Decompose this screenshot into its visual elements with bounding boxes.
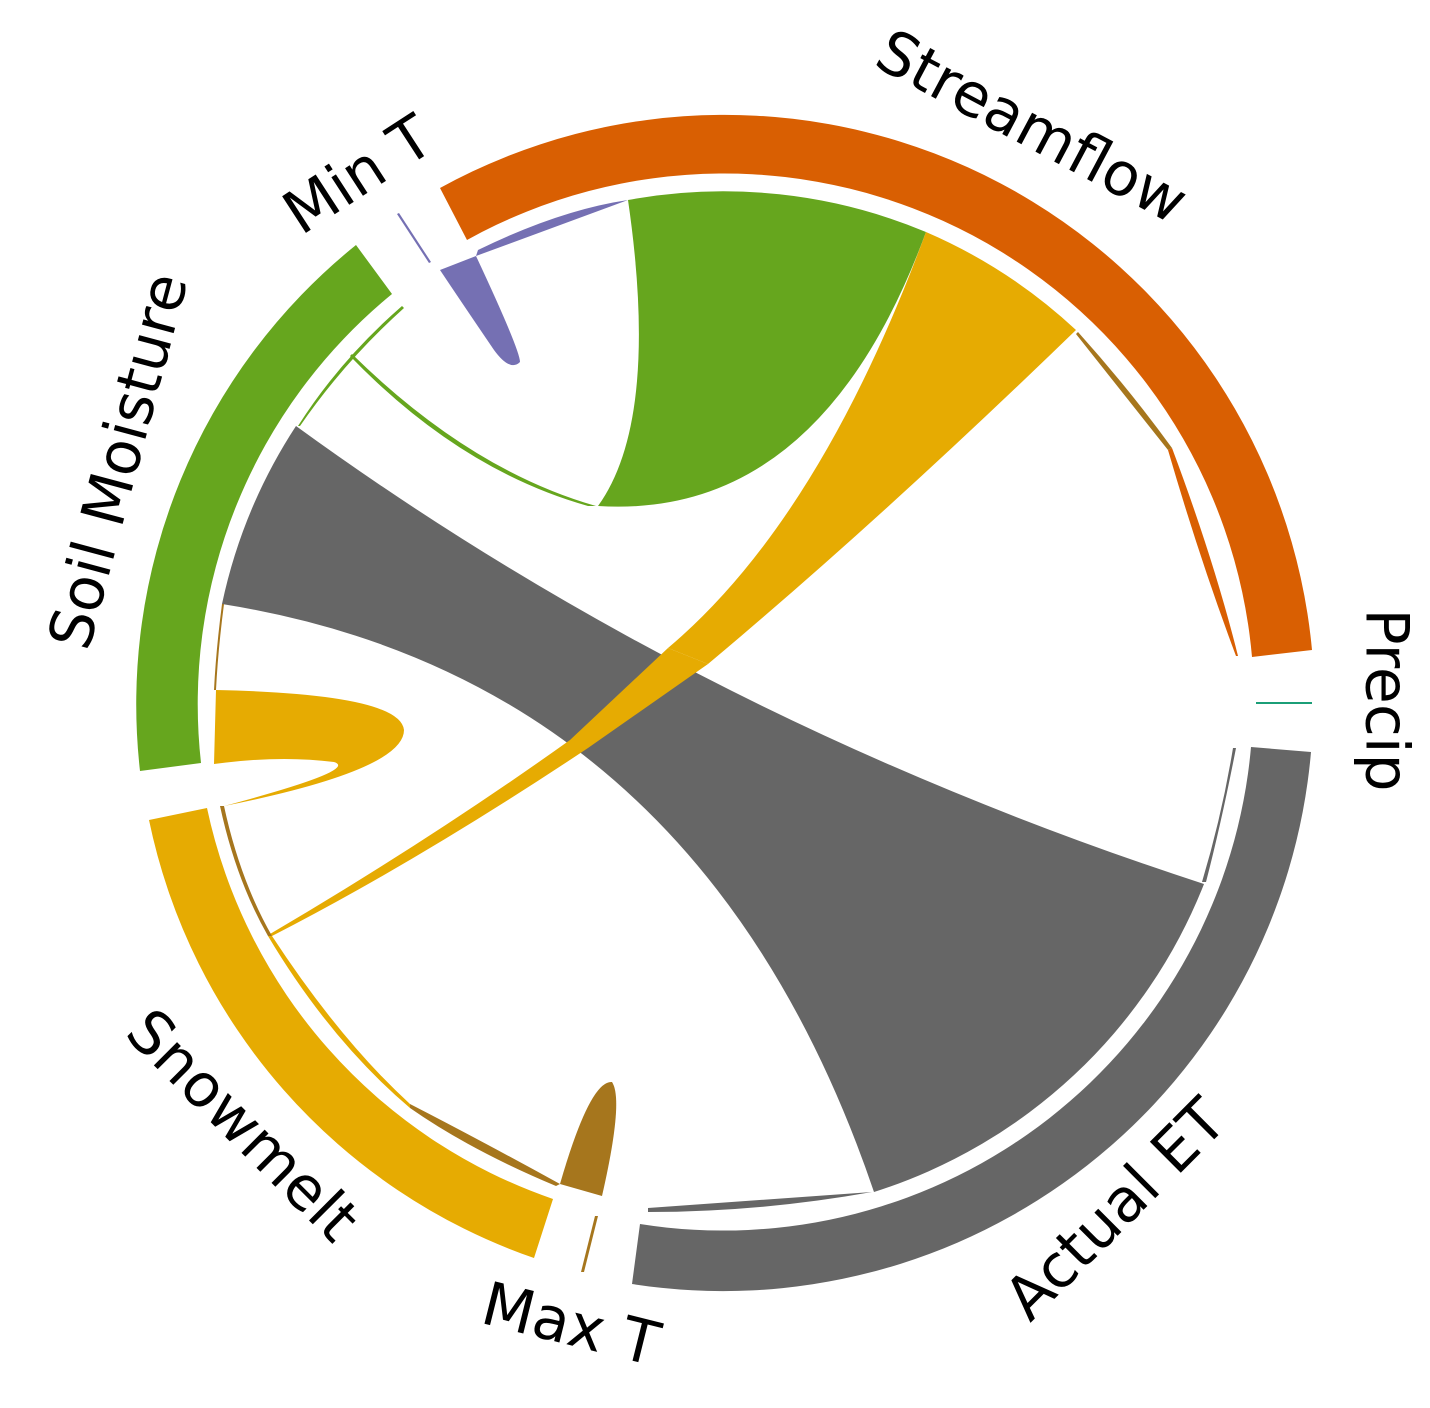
chord-max-t-snowmelt-3[interactable] (268, 936, 410, 1108)
chord-min-t-self[interactable] (440, 256, 520, 366)
chord-max-t-snowmelt-2[interactable] (220, 806, 272, 936)
label-max-t: Max T (475, 1269, 667, 1380)
chord-snowmelt-self[interactable] (214, 690, 404, 806)
arc-min-t[interactable] (397, 213, 431, 263)
arc-streamflow[interactable] (440, 114, 1312, 657)
chord-max-t-streamflow-2[interactable] (1168, 448, 1238, 656)
chord-actual-et-big[interactable] (222, 426, 1204, 1192)
arc-precip[interactable] (1256, 702, 1312, 704)
chord-max-t-soil-moisture[interactable] (214, 604, 224, 690)
arc-soil-moisture[interactable] (136, 245, 392, 771)
chord-min-t-streamflow[interactable] (476, 200, 628, 256)
chord-max-t-streamflow[interactable] (1076, 332, 1172, 450)
chord-actual-et-max-t[interactable] (648, 1192, 872, 1212)
chord-max-t-snowmelt[interactable] (410, 1104, 560, 1186)
chord-actual-et-soil-moisture[interactable] (1202, 748, 1236, 882)
arc-snowmelt[interactable] (149, 808, 553, 1258)
chord-soil-moisture-streamflow[interactable] (598, 191, 926, 507)
arc-actual-et[interactable] (632, 747, 1311, 1292)
chord-snowmelt-streamflow-tail[interactable] (270, 648, 708, 936)
chord-soil-moisture-self[interactable] (350, 354, 596, 506)
chord-ribbons (214, 191, 1238, 1212)
chord-snowmelt-streamflow[interactable] (668, 232, 1076, 664)
arc-max-t[interactable] (581, 1216, 598, 1272)
label-precip: Precip (1351, 608, 1421, 791)
node-arcs (136, 114, 1312, 1292)
label-min-t: Min T (271, 101, 445, 248)
chord-max-t-self[interactable] (560, 1081, 617, 1196)
